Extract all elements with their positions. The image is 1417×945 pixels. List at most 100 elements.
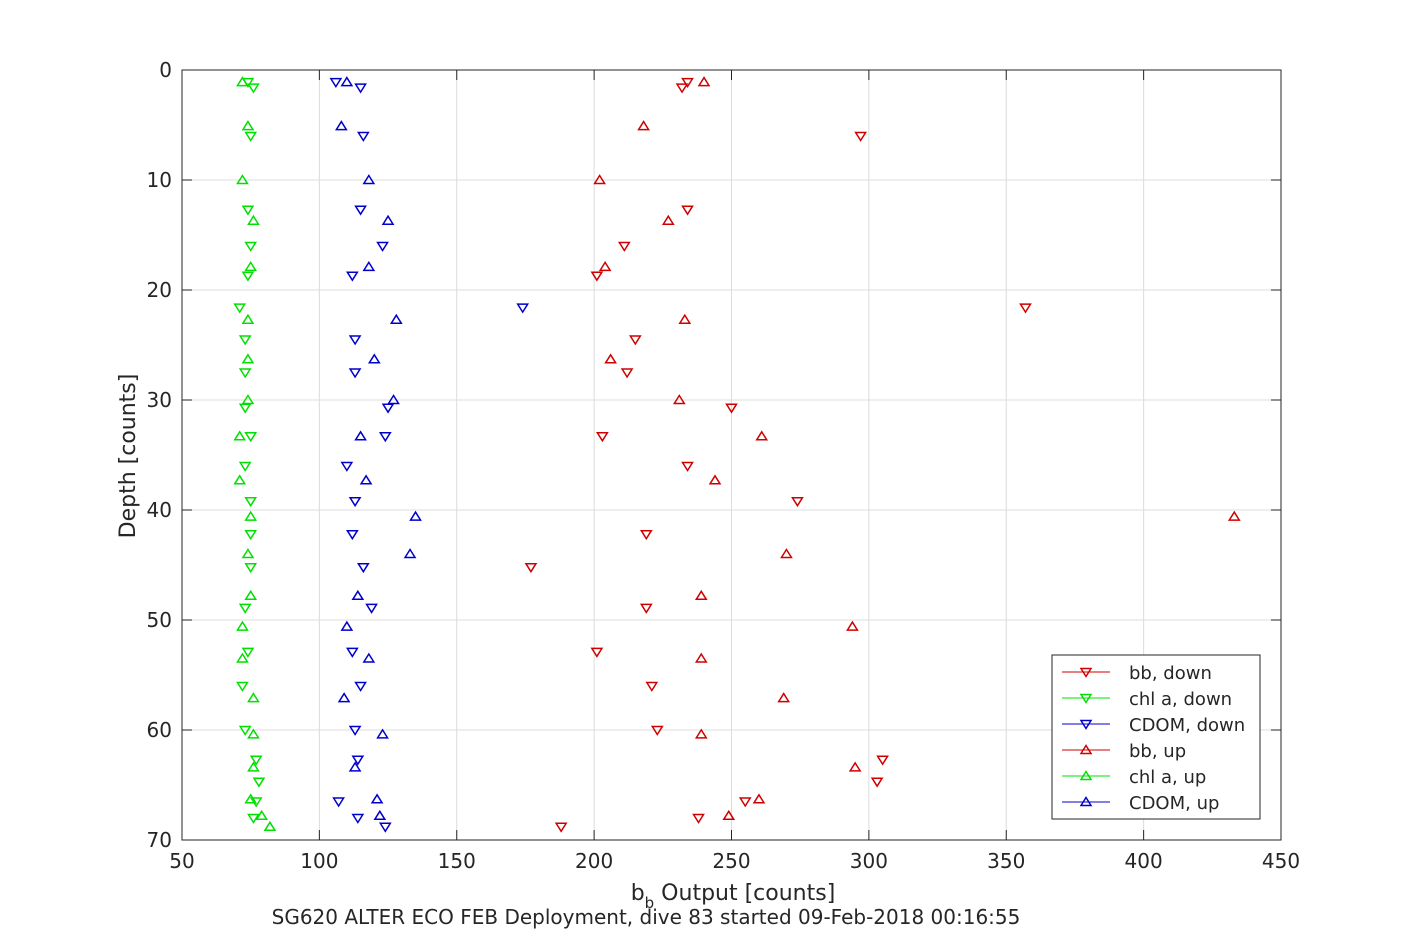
data-point	[241, 120, 255, 131]
data-point	[590, 647, 604, 658]
data-point	[244, 793, 258, 804]
data-point	[244, 589, 258, 601]
data-point	[247, 813, 260, 824]
data-point	[241, 548, 255, 559]
data-point	[554, 822, 568, 833]
series-2	[329, 77, 530, 833]
data-point	[694, 728, 708, 739]
data-point	[249, 755, 263, 766]
data-point	[244, 432, 258, 443]
data-point	[376, 241, 389, 252]
x-tick-label: 300	[850, 849, 888, 873]
data-point	[681, 77, 694, 89]
data-point	[598, 260, 612, 272]
data-point	[263, 820, 277, 832]
x-tick-label: 150	[438, 849, 476, 873]
data-point	[617, 241, 631, 252]
data-point	[1227, 510, 1241, 521]
legend-entry: chl a, up	[1062, 767, 1206, 788]
series-5	[335, 76, 422, 821]
data-point	[329, 77, 343, 89]
data-point	[755, 430, 769, 441]
data-point	[241, 313, 255, 324]
data-point	[244, 131, 258, 142]
y-tick-label: 10	[147, 168, 172, 192]
data-point	[604, 353, 617, 364]
data-point	[249, 797, 263, 808]
data-point	[777, 692, 791, 703]
data-point	[244, 260, 258, 272]
data-point	[354, 681, 367, 692]
data-point	[848, 761, 862, 772]
x-tick-label: 200	[575, 849, 613, 873]
x-axis-label: bb Output [counts]	[631, 881, 836, 912]
data-point	[238, 368, 252, 379]
data-point	[780, 548, 793, 559]
data-point	[247, 214, 260, 225]
data-point	[354, 430, 367, 441]
data-point	[672, 394, 686, 405]
data-point	[241, 353, 255, 364]
series-4	[233, 76, 277, 832]
data-point	[247, 728, 260, 739]
x-tick-label: 50	[169, 849, 194, 873]
data-point	[244, 510, 258, 521]
y-tick-label: 50	[147, 608, 172, 632]
data-point	[370, 793, 384, 804]
data-point	[351, 813, 365, 824]
data-point	[236, 681, 249, 692]
data-point	[637, 120, 650, 131]
y-tick-label: 30	[147, 388, 172, 412]
legend-box	[1051, 654, 1261, 820]
data-point	[846, 620, 859, 631]
y-tick-label: 40	[147, 498, 172, 522]
data-point	[876, 755, 889, 766]
data-point	[236, 76, 249, 87]
data-point	[367, 353, 381, 364]
x-axis-label-main: b	[631, 881, 645, 906]
y-tick-label: 0	[159, 58, 172, 82]
x-tick-label: 100	[300, 849, 338, 873]
data-point	[244, 241, 258, 252]
data-point	[348, 761, 362, 772]
series-0	[524, 77, 1032, 833]
data-point	[362, 652, 376, 663]
data-point	[356, 562, 370, 574]
data-point	[378, 432, 392, 443]
data-point	[241, 271, 255, 282]
data-point	[332, 797, 345, 808]
data-point	[238, 335, 252, 346]
data-point	[356, 131, 370, 142]
legend: bb, down chl a, down CDOM, down bb, up chl a…	[1051, 654, 1261, 820]
data-point	[362, 174, 376, 185]
data-point	[241, 205, 255, 216]
data-point	[233, 474, 247, 485]
x-axis-label-rest: Output [counts]	[654, 881, 835, 906]
data-point	[236, 174, 249, 185]
data-point	[681, 461, 694, 472]
data-point	[238, 461, 252, 472]
data-point	[348, 368, 362, 379]
data-point	[233, 303, 247, 314]
data-point	[409, 510, 422, 521]
data-point	[233, 430, 247, 441]
x-tick-label: 450	[1262, 849, 1300, 873]
figure-caption: SG620 ALTER ECO FEB Deployment, dive 83 …	[272, 905, 1021, 929]
data-point	[516, 303, 530, 314]
data-point	[241, 647, 255, 658]
data-point	[337, 692, 351, 703]
data-point	[675, 83, 689, 94]
data-point	[681, 205, 694, 216]
y-axis-ticks: 0 10 20 30 40 50 60 70	[147, 58, 1281, 852]
x-axis-ticks: 50 100 150 200 250 300 350 400 450	[169, 70, 1300, 873]
data-point	[351, 589, 365, 601]
legend-entry: CDOM, down	[1062, 715, 1245, 736]
legend-marker	[1079, 693, 1093, 704]
data-point	[373, 809, 387, 821]
data-point	[650, 725, 664, 736]
legend-label: bb, up	[1129, 741, 1186, 762]
data-point	[524, 562, 538, 574]
data-point	[345, 529, 359, 541]
data-point	[348, 335, 362, 346]
data-point	[335, 120, 348, 131]
